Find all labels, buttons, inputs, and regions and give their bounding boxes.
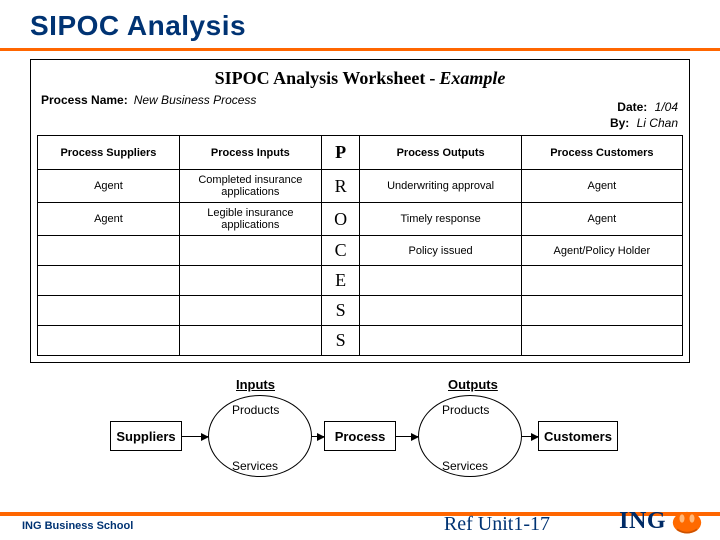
arrow-3 <box>396 436 418 437</box>
ing-logo: ING <box>619 506 704 536</box>
customers-node: Customers <box>538 421 618 451</box>
title-underline <box>0 48 720 51</box>
cell-supplier: Agent <box>38 203 180 236</box>
arrow-4 <box>522 436 538 437</box>
date-label: Date: <box>617 100 647 114</box>
inputs-products: Products <box>232 403 279 417</box>
footer-left: ING Business School <box>22 520 133 532</box>
th-outputs: Process Outputs <box>360 136 521 170</box>
cell-customer <box>521 266 682 296</box>
arrow-2 <box>312 436 324 437</box>
cell-input <box>179 296 321 326</box>
table-row: AgentLegible insurance applicationsOTime… <box>38 203 683 236</box>
process-name-label: Process Name: <box>41 93 128 107</box>
cell-input <box>179 236 321 266</box>
table-header-row: Process Suppliers Process Inputs P Proce… <box>38 136 683 170</box>
th-inputs: Process Inputs <box>179 136 321 170</box>
process-node: Process <box>324 421 396 451</box>
sipoc-flow-diagram: Inputs Outputs Products Services Product… <box>100 381 620 491</box>
cell-pletter: E <box>321 266 360 296</box>
cell-output: Timely response <box>360 203 521 236</box>
cell-pletter: S <box>321 326 360 356</box>
worksheet-heading-main: SIPOC Analysis Worksheet <box>215 68 426 89</box>
cell-output: Underwriting approval <box>360 170 521 203</box>
cell-supplier <box>38 236 180 266</box>
arrow-1 <box>182 436 208 437</box>
ing-logo-text: ING <box>619 508 666 535</box>
cell-output <box>360 296 521 326</box>
sipoc-table: Process Suppliers Process Inputs P Proce… <box>37 135 683 356</box>
cell-customer <box>521 326 682 356</box>
inputs-services: Services <box>232 459 278 473</box>
outputs-services: Services <box>442 459 488 473</box>
outputs-label: Outputs <box>448 377 498 392</box>
cell-input: Legible insurance applications <box>179 203 321 236</box>
cell-pletter: O <box>321 203 360 236</box>
table-row: AgentCompleted insurance applicationsRUn… <box>38 170 683 203</box>
cell-pletter: S <box>321 296 360 326</box>
worksheet-heading: SIPOC Analysis Worksheet - Example <box>37 66 683 91</box>
date-value: 1/04 <box>655 100 678 114</box>
table-row: E <box>38 266 683 296</box>
cell-pletter: R <box>321 170 360 203</box>
cell-output <box>360 266 521 296</box>
cell-input <box>179 326 321 356</box>
by-value: Li Chan <box>637 116 678 130</box>
lion-icon <box>670 506 704 536</box>
inputs-label: Inputs <box>236 377 275 392</box>
table-row: S <box>38 296 683 326</box>
footer: ING Business School Ref Unit1-17 ING <box>0 512 720 540</box>
worksheet-heading-em: Example <box>439 68 505 89</box>
table-row: S <box>38 326 683 356</box>
cell-supplier <box>38 326 180 356</box>
suppliers-node: Suppliers <box>110 421 182 451</box>
meta-row: Process Name: New Business Process <box>37 91 683 109</box>
process-name-value: New Business Process <box>134 93 257 107</box>
th-suppliers: Process Suppliers <box>38 136 180 170</box>
cell-customer: Agent <box>521 203 682 236</box>
cell-output: Policy issued <box>360 236 521 266</box>
date-field: Date: 1/04 <box>617 100 678 114</box>
by-label: By: <box>610 116 629 130</box>
by-field: By: Li Chan <box>610 116 678 130</box>
th-customers: Process Customers <box>521 136 682 170</box>
worksheet-box: SIPOC Analysis Worksheet - Example Proce… <box>30 59 690 363</box>
worksheet-heading-dash: - <box>429 68 435 89</box>
footer-ref: Ref Unit1-17 <box>444 513 550 536</box>
cell-customer: Agent <box>521 170 682 203</box>
cell-input <box>179 266 321 296</box>
cell-supplier: Agent <box>38 170 180 203</box>
cell-customer: Agent/Policy Holder <box>521 236 682 266</box>
cell-customer <box>521 296 682 326</box>
cell-supplier <box>38 296 180 326</box>
outputs-products: Products <box>442 403 489 417</box>
cell-output <box>360 326 521 356</box>
cell-input: Completed insurance applications <box>179 170 321 203</box>
th-process-letter: P <box>321 136 360 170</box>
cell-pletter: C <box>321 236 360 266</box>
page-title: SIPOC Analysis <box>0 0 720 48</box>
footer-orange-bar <box>0 512 720 516</box>
table-row: CPolicy issuedAgent/Policy Holder <box>38 236 683 266</box>
cell-supplier <box>38 266 180 296</box>
